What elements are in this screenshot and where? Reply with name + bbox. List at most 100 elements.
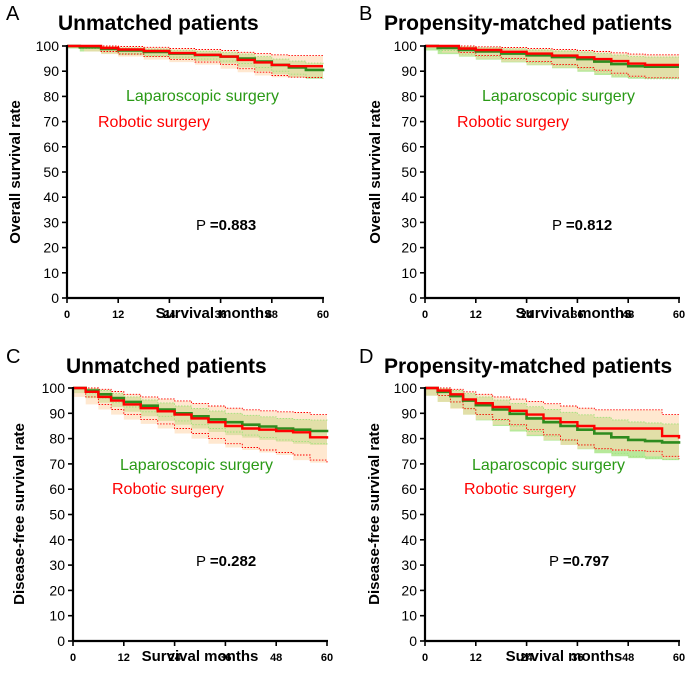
laparoscopic-ci-lower-line [425, 45, 679, 80]
x-tick-label: 24 [520, 309, 533, 321]
y-tick-label: 20 [49, 582, 65, 598]
robotic-ci-upper-line [67, 45, 323, 57]
y-tick-label: 30 [49, 557, 65, 573]
x-tick-label: 48 [622, 309, 634, 321]
x-tick-label: 24 [163, 309, 176, 321]
robotic-ci-band [425, 46, 679, 78]
y-tick-label: 10 [49, 608, 65, 624]
x-tick-label: 36 [219, 652, 231, 664]
robotic-survival-line [425, 44, 679, 67]
robotic-ci-lower-line [425, 45, 679, 79]
x-tick-label: 48 [270, 652, 282, 664]
y-tick-label: 0 [51, 290, 59, 306]
x-axis-label: Survival months [506, 648, 623, 665]
y-tick-label: 0 [57, 633, 65, 649]
y-tick-label: 10 [401, 608, 417, 624]
robotic-ci-lower-line [67, 45, 323, 78]
y-tick-label: 30 [43, 214, 59, 230]
y-tick-label: 10 [401, 265, 417, 281]
panel-title: Propensity-matched patients [384, 12, 672, 35]
robotic-ci-upper-line [73, 387, 328, 416]
y-tick-label: 50 [43, 164, 59, 180]
legend-robotic: Robotic surgery [464, 481, 576, 498]
y-tick-label: 70 [401, 114, 417, 130]
y-axis-label: Disease-free survival rate [366, 423, 383, 605]
panel-letter: C [6, 346, 20, 368]
y-tick-label: 40 [49, 532, 65, 548]
p-value-prefix: P [549, 553, 563, 570]
panel-letter: B [359, 3, 372, 25]
legend-robotic: Robotic surgery [98, 114, 210, 131]
x-axis-label: Survival months [156, 305, 273, 322]
robotic-survival-line [425, 386, 681, 439]
y-tick-label: 70 [49, 456, 65, 472]
x-tick-label: 0 [422, 309, 428, 321]
panel-title: Unmatched patients [66, 355, 267, 378]
y-tick-label: 20 [401, 582, 417, 598]
y-tick-label: 0 [409, 633, 417, 649]
y-tick-label: 60 [401, 139, 417, 155]
panel-title: Unmatched patients [58, 12, 259, 35]
y-tick-label: 80 [43, 88, 59, 104]
x-tick-label: 60 [321, 652, 333, 664]
legend-laparoscopic: Laparoscopic surgery [472, 457, 625, 474]
x-tick-label: 36 [571, 309, 583, 321]
x-tick-label: 24 [168, 652, 181, 664]
robotic-ci-upper-line [425, 45, 679, 56]
robotic-ci-lower-line [425, 387, 680, 459]
y-axis-label: Overall survival rate [367, 100, 384, 243]
y-axis-label: Overall survival rate [7, 100, 24, 243]
y-tick-label: 70 [401, 456, 417, 472]
y-axis-label: Disease-free survival rate [11, 423, 28, 605]
panel-d: D Propensity-matched patients 0 10 20 30 40 50 6… [359, 346, 685, 665]
x-tick-label: 0 [64, 309, 70, 321]
laparoscopic-ci-upper-line [73, 387, 328, 421]
panel-letter: A [6, 3, 20, 25]
x-tick-label: 12 [470, 652, 482, 664]
x-axis-label: Survival months [516, 305, 633, 322]
legend-laparoscopic: Laparoscopic surgery [120, 457, 273, 474]
p-value-annotation: P =0.282 [196, 553, 256, 570]
y-tick-label: 60 [43, 139, 59, 155]
x-tick-label: 36 [571, 652, 583, 664]
y-tick-label: 50 [401, 507, 417, 523]
y-tick-label: 20 [401, 240, 417, 256]
p-value: =0.797 [563, 553, 609, 570]
legend-robotic: Robotic surgery [112, 481, 224, 498]
panel-letter: D [359, 346, 373, 368]
p-value-annotation: P =0.797 [549, 553, 609, 570]
y-tick-label: 90 [401, 63, 417, 79]
x-tick-label: 0 [70, 652, 76, 664]
x-axis-label: Survival months [142, 648, 259, 665]
laparoscopic-survival-line [425, 44, 679, 68]
y-tick-label: 60 [401, 481, 417, 497]
legend-laparoscopic: Laparoscopic surgery [126, 88, 279, 105]
x-tick-label: 0 [422, 652, 428, 664]
x-tick-label: 60 [317, 309, 329, 321]
x-tick-label: 12 [118, 652, 130, 664]
x-tick-label: 12 [470, 309, 482, 321]
y-tick-label: 40 [401, 532, 417, 548]
y-tick-label: 80 [401, 431, 417, 447]
panel-a: A Unmatched patients 0 10 20 30 40 50 60 70 80 90 10… [6, 3, 329, 322]
y-tick-label: 50 [49, 507, 65, 523]
x-tick-label: 24 [520, 652, 533, 664]
y-tick-label: 30 [401, 557, 417, 573]
panel-title: Propensity-matched patients [384, 355, 672, 378]
y-tick-label: 100 [394, 38, 418, 54]
x-tick-label: 12 [112, 309, 124, 321]
legend-robotic: Robotic surgery [457, 114, 569, 131]
p-value-annotation: P =0.812 [552, 217, 612, 234]
x-tick-label: 48 [622, 652, 634, 664]
x-tick-label: 36 [214, 309, 226, 321]
y-tick-label: 90 [49, 405, 65, 421]
x-tick-label: 60 [673, 652, 685, 664]
y-tick-label: 10 [43, 265, 59, 281]
p-value: =0.883 [210, 217, 256, 234]
y-tick-label: 0 [409, 290, 417, 306]
x-tick-label: 60 [673, 309, 685, 321]
y-tick-label: 80 [401, 88, 417, 104]
laparoscopic-ci-upper-line [425, 387, 680, 425]
p-value-prefix: P [552, 217, 566, 234]
